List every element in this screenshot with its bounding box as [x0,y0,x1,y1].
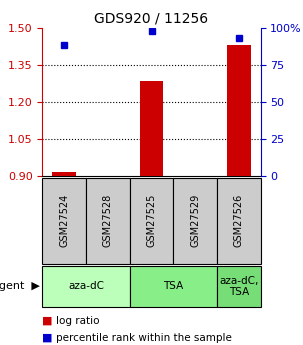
Text: GSM27526: GSM27526 [234,194,244,247]
Bar [217,178,261,264]
Bar [130,266,217,307]
Bar [42,266,130,307]
Bar [173,178,217,264]
Text: GSM27525: GSM27525 [146,194,157,247]
Bar [42,178,86,264]
Text: aza-dC: aza-dC [68,282,104,291]
Text: GSM27529: GSM27529 [190,194,200,247]
Text: agent  ▶: agent ▶ [0,282,39,291]
Bar [52,172,76,176]
Title: GDS920 / 11256: GDS920 / 11256 [95,11,208,25]
Text: percentile rank within the sample: percentile rank within the sample [56,333,232,343]
Bar [130,178,173,264]
Bar [139,81,164,176]
Text: ■: ■ [42,333,53,343]
Text: ■: ■ [42,316,53,326]
Text: aza-dC,
TSA: aza-dC, TSA [219,276,258,297]
Text: GSM27524: GSM27524 [59,194,69,247]
Text: log ratio: log ratio [56,316,100,326]
Bar [217,266,261,307]
Bar [227,45,251,176]
Bar [86,178,130,264]
Text: GSM27528: GSM27528 [103,194,113,247]
Text: TSA: TSA [163,282,183,291]
